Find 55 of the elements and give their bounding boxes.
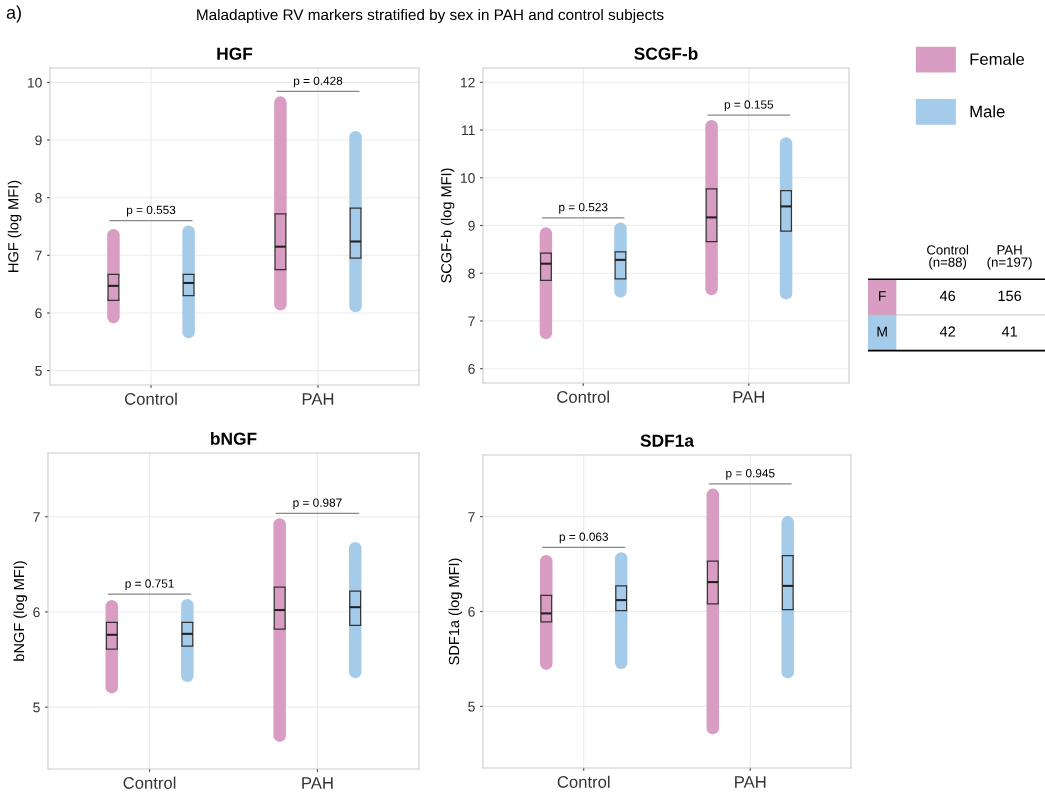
annotation: p = 0.063	[559, 532, 609, 544]
category-label: F	[879, 291, 886, 301]
y-tick-label: 7	[468, 512, 475, 522]
y-tick-label: 7	[468, 316, 475, 326]
x-tick-label: Control	[557, 775, 610, 788]
y-tick-label: 7	[35, 250, 42, 261]
y-axis-title: SCGF-b (log MFI)	[440, 168, 455, 283]
y-tick-label: 6	[468, 364, 475, 374]
y-tick-label: 10	[27, 77, 42, 88]
text: 41	[1001, 326, 1017, 337]
annotation: p = 0.751	[125, 579, 174, 591]
text: 46	[939, 290, 956, 302]
x-tick-label: Control	[123, 776, 176, 789]
annotation: p = 0.155	[724, 100, 774, 112]
y-tick-label: 8	[468, 268, 475, 279]
x-tick-label: Control	[125, 392, 177, 405]
annotation: p = 0.553	[127, 205, 176, 217]
category-label: PAH (n=197)	[987, 245, 1032, 270]
text: a)	[6, 5, 21, 23]
legend-label: Male	[970, 105, 1005, 118]
x-tick-label: PAH	[733, 391, 764, 403]
text: 156	[998, 290, 1022, 302]
y-tick-label: 5	[33, 702, 40, 713]
chart-title: bNGF	[211, 432, 257, 445]
y-tick-label: 12	[460, 77, 475, 88]
y-tick-label: 6	[35, 308, 42, 319]
annotation: p = 0.945	[726, 469, 775, 480]
chart-title: SCGF-b	[634, 47, 698, 60]
y-tick-label: 5	[35, 366, 42, 376]
y-tick-label: 10	[460, 173, 475, 183]
text: Maladaptive RV markers stratified by sex in PAH and control subjects	[197, 8, 664, 24]
legend-label: Female	[970, 52, 1025, 66]
y-tick-label: 11	[462, 125, 475, 136]
chart-title: SDF1a	[640, 434, 695, 447]
annotation: p = 0.428	[293, 76, 343, 88]
x-tick-label: PAH	[302, 393, 334, 405]
y-tick-label: 9	[35, 135, 42, 146]
y-axis-title: bNGF (log MFI)	[13, 561, 28, 661]
y-tick-label: 7	[33, 512, 40, 522]
y-tick-label: 8	[35, 193, 42, 203]
category-label: M	[877, 326, 887, 337]
y-axis-title: SDF1a (log MFI)	[448, 558, 463, 665]
text: 42	[939, 326, 956, 337]
y-tick-label: 6	[468, 606, 475, 617]
y-axis-title: HGF (log MFI)	[7, 180, 22, 272]
annotation: p = 0.523	[559, 202, 608, 214]
y-tick-label: 9	[468, 220, 475, 231]
x-tick-label: PAH	[735, 776, 766, 788]
category-label: Control (n=88)	[927, 244, 969, 270]
y-tick-label: 6	[33, 607, 40, 618]
chart-title: HGF	[217, 47, 253, 60]
x-tick-label: PAH	[302, 777, 333, 789]
y-tick-label: 5	[468, 701, 475, 712]
annotation: p = 0.987	[293, 498, 342, 510]
x-tick-label: Control	[557, 390, 609, 403]
